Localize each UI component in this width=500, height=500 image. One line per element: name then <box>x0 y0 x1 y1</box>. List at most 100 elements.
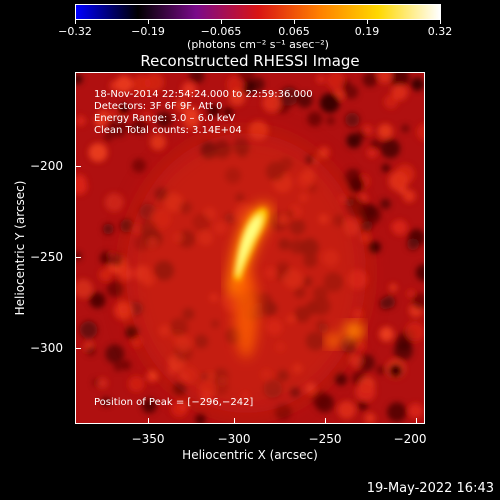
speckle-dark <box>368 241 381 254</box>
y-axis-label: Heliocentric Y (arcsec) <box>13 180 27 316</box>
speckle-bright <box>181 81 197 97</box>
colorbar-label: −0.065 <box>200 25 242 38</box>
y-tick-mark <box>75 348 81 349</box>
speckle-bright <box>326 73 346 90</box>
speckle-bright <box>316 74 326 84</box>
speckle-dark <box>89 292 106 309</box>
colorbar-label: 0.19 <box>354 25 380 38</box>
speckle-dark <box>315 393 335 413</box>
x-tick-mark <box>416 418 417 424</box>
speckle-bright <box>367 147 378 158</box>
speckle-dark <box>107 117 128 137</box>
y-tick-label: −300 <box>30 341 63 355</box>
speckle-bright <box>388 171 409 192</box>
colorbar-label: −0.32 <box>58 25 92 38</box>
speckle-dark <box>110 253 124 267</box>
speckle-dark <box>99 253 110 264</box>
speckle-bright <box>104 193 124 212</box>
speckle-dark <box>319 93 340 113</box>
x-tick-mark <box>148 418 149 424</box>
speckle-dark <box>362 73 378 87</box>
y-tick-mark <box>75 257 81 258</box>
y-tick-label: −250 <box>30 250 63 264</box>
speckle-dark <box>121 360 131 370</box>
speckle-dark <box>223 107 234 118</box>
speckle-dark <box>237 73 255 82</box>
speckle-bright <box>76 279 93 299</box>
colorbar-units: (photons cm⁻² s⁻¹ asec⁻²) <box>187 38 329 51</box>
speckle-dark <box>411 77 424 91</box>
speckle-bright <box>402 189 416 203</box>
x-tick-label: −200 <box>393 432 427 446</box>
speckle-dark <box>76 251 82 261</box>
speckle-dark <box>106 280 124 298</box>
y-tick-mark <box>75 166 81 167</box>
colorbar-label: 0.065 <box>278 25 310 38</box>
detectors-info: Detectors: 3F 6F 9F, Att 0 <box>94 101 223 112</box>
speckle-bright <box>408 403 424 419</box>
speckle-dark <box>125 325 139 340</box>
y-tick-label: −200 <box>30 159 63 173</box>
speckle-bright <box>391 84 408 101</box>
speckle-dark <box>141 398 157 414</box>
speckle-dark <box>105 344 125 364</box>
speckle-dark <box>132 118 149 135</box>
speckle-bright <box>262 93 282 113</box>
speckle-dark <box>382 295 396 309</box>
speckle-dark <box>376 365 386 375</box>
speckle-bright <box>119 304 129 314</box>
speckle-bright <box>226 75 245 94</box>
speckle-dark <box>348 176 365 193</box>
speckle-dark <box>132 158 147 173</box>
colorbar-tick <box>440 20 441 24</box>
speckle-dark <box>370 139 381 150</box>
speckle-bright <box>97 377 108 389</box>
speckle-dark <box>406 238 420 251</box>
speckle-dark <box>113 362 123 372</box>
speckle-bright <box>405 321 424 342</box>
speckle-bright <box>88 143 108 162</box>
plot-title: Reconstructed RHESSI Image <box>140 52 360 70</box>
speckle-bright <box>229 89 246 106</box>
speckle-bright <box>179 402 189 412</box>
speckle-dark <box>357 400 368 411</box>
speckle-bright <box>355 341 366 352</box>
speckle-dark <box>79 320 98 339</box>
speckle-bright <box>183 112 200 130</box>
speckle-bright <box>150 134 167 151</box>
x-axis-label: Heliocentric X (arcsec) <box>182 448 318 462</box>
speckle-bright <box>364 413 376 423</box>
speckle-dark <box>393 341 413 361</box>
speckle-dark <box>344 85 359 99</box>
speckle-dark <box>296 92 313 108</box>
obs-time: 18-Nov-2014 22:54:24.000 to 22:59:36.000 <box>94 89 313 100</box>
solar-image: 18-Nov-2014 22:54:24.000 to 22:59:36.000… <box>75 72 425 424</box>
speckle-dark <box>334 373 348 386</box>
speckle-dark <box>389 73 410 87</box>
speckle-dark <box>103 132 113 142</box>
speckle-bright <box>128 375 145 393</box>
solar-image-canvas <box>76 73 424 423</box>
speckle-bright <box>115 75 133 93</box>
secondary-source <box>326 321 364 348</box>
speckle-bright <box>76 174 87 189</box>
x-tick-label: −300 <box>217 432 251 446</box>
speckle-dark <box>415 264 424 282</box>
speckle-dark <box>279 86 299 106</box>
x-tick-mark <box>234 418 235 424</box>
speckle-dark <box>380 138 401 159</box>
speckle-bright <box>416 123 424 141</box>
speckle-dark <box>307 111 323 127</box>
colorbar-tick <box>148 20 149 24</box>
speckle-dark <box>380 198 391 210</box>
colorbar-tick <box>75 20 76 24</box>
colorbar <box>75 4 441 20</box>
plot-timestamp: 19-May-2022 16:43 <box>366 481 494 496</box>
x-tick-mark <box>325 418 326 424</box>
colorbar-tick <box>367 20 368 24</box>
speckle-bright <box>99 268 113 282</box>
speckle-dark <box>381 163 391 173</box>
speckle-dark <box>156 111 173 128</box>
speckle-bright <box>175 99 188 112</box>
speckle-dark <box>195 413 206 423</box>
